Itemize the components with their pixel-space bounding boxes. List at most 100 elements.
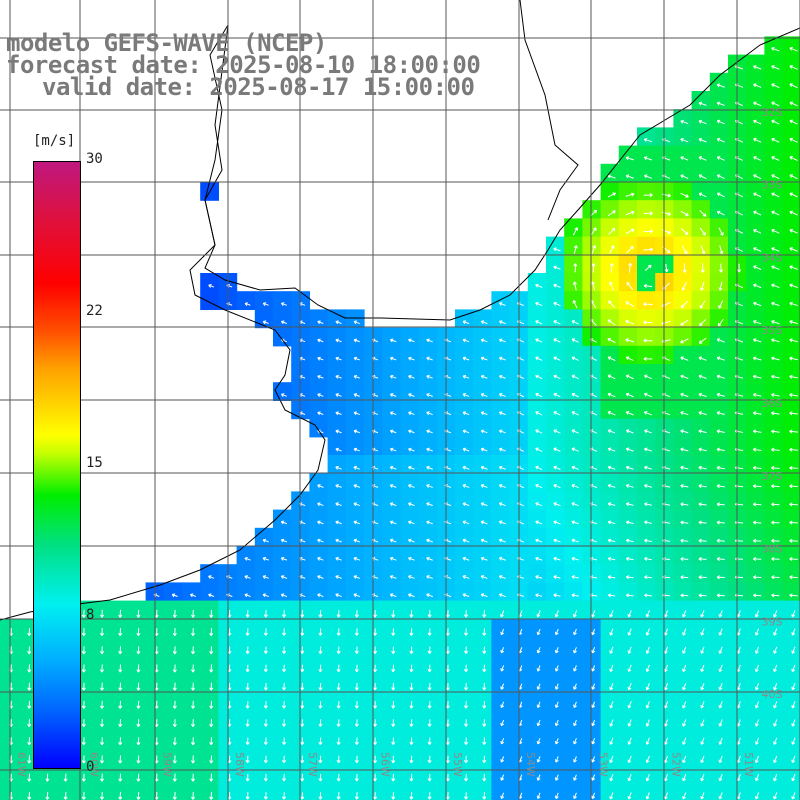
wind-arrow	[791, 628, 796, 636]
wind-speed-cell	[382, 709, 401, 729]
wind-arrow	[554, 701, 559, 708]
wind-arrow	[389, 575, 397, 579]
wind-arrow	[190, 682, 196, 691]
wind-arrow	[427, 773, 432, 782]
wind-speed-cell	[473, 400, 492, 420]
wind-speed-cell	[564, 491, 583, 511]
wind-speed-cell	[600, 546, 620, 565]
wind-arrow	[136, 664, 141, 673]
wind-speed-cell	[400, 564, 420, 583]
wind-arrow	[682, 792, 687, 800]
wind-arrow	[280, 520, 288, 525]
wind-speed-cell	[673, 364, 693, 383]
wind-speed-cell	[655, 236, 674, 256]
wind-speed-cell	[600, 364, 620, 383]
wind-speed-cell	[709, 527, 729, 547]
wind-arrow	[698, 502, 707, 507]
wind-speed-cell	[54, 764, 74, 784]
wind-speed-cell	[618, 309, 638, 329]
wind-arrow	[789, 320, 798, 325]
wind-arrow	[409, 737, 414, 745]
wind-arrow	[644, 429, 652, 434]
wind-arrow	[317, 556, 324, 561]
wind-speed-cell	[473, 527, 492, 547]
wind-arrow	[771, 338, 780, 343]
wind-speed-cell	[400, 782, 420, 800]
wind-arrow	[300, 628, 305, 636]
wind-arrow	[771, 392, 780, 397]
wind-arrow	[791, 683, 796, 691]
wind-arrow	[716, 465, 725, 470]
wind-arrow	[172, 664, 177, 673]
wind-arrow	[353, 429, 360, 434]
wind-speed-cell	[345, 618, 365, 638]
wind-arrow	[607, 410, 616, 416]
wind-speed-cell	[200, 618, 219, 638]
wind-arrow	[389, 374, 397, 379]
wind-arrow	[682, 755, 687, 764]
wind-speed-cell	[546, 400, 565, 420]
wind-speed-cell	[400, 364, 420, 383]
wind-arrow	[81, 628, 86, 636]
wind-arrow	[718, 701, 723, 709]
wind-speed-cell	[764, 54, 784, 74]
wind-speed-cell	[782, 527, 800, 547]
wind-speed-cell	[746, 418, 765, 438]
wind-speed-cell	[254, 764, 274, 784]
wind-arrow	[27, 700, 32, 709]
wind-arrow	[136, 628, 141, 636]
wind-arrow	[464, 719, 469, 727]
wind-arrow	[482, 737, 487, 745]
wind-speed-cell	[291, 709, 310, 729]
wind-speed-cell	[455, 345, 474, 365]
wind-arrow	[680, 356, 689, 361]
wind-arrow	[263, 646, 268, 654]
wind-arrow	[81, 737, 86, 746]
wind-arrow	[391, 701, 396, 709]
wind-arrow	[245, 628, 250, 636]
wind-speed-cell	[291, 309, 310, 329]
wind-speed-cell	[455, 382, 474, 401]
wind-arrow	[427, 646, 432, 654]
wind-arrow	[753, 538, 762, 543]
wind-arrow	[482, 773, 487, 782]
wind-speed-cell	[382, 527, 401, 547]
wind-speed-cell	[163, 691, 183, 711]
wind-speed-cell	[673, 764, 693, 784]
wind-arrow	[426, 575, 433, 579]
wind-arrow	[680, 228, 689, 235]
wind-arrow	[244, 593, 251, 598]
wind-speed-cell	[91, 600, 110, 620]
wind-speed-cell	[564, 764, 583, 784]
wind-speed-cell	[109, 637, 128, 656]
wind-arrow	[682, 646, 687, 654]
wind-arrow	[716, 174, 725, 180]
wind-speed-cell	[782, 582, 800, 602]
wind-speed-cell	[546, 782, 565, 800]
wind-speed-cell	[782, 91, 800, 110]
wind-speed-cell	[746, 273, 765, 292]
wind-arrow	[718, 263, 723, 273]
wind-arrow	[245, 792, 250, 800]
wind-speed-cell	[764, 564, 784, 583]
wind-arrow	[245, 646, 250, 654]
wind-arrow	[571, 320, 579, 325]
wind-arrow	[644, 538, 652, 543]
wind-speed-cell	[637, 145, 656, 165]
wind-arrow	[353, 520, 361, 525]
wind-arrow	[409, 610, 414, 618]
wind-speed-cell	[600, 673, 620, 693]
wind-speed-cell	[564, 436, 583, 456]
wind-speed-cell	[273, 327, 292, 347]
wind-arrow	[627, 755, 632, 764]
wind-arrow	[571, 338, 579, 343]
wind-speed-cell	[345, 309, 365, 329]
wind-speed-cell	[746, 473, 765, 492]
wind-arrow	[771, 593, 780, 598]
wind-speed-cell	[72, 782, 92, 800]
wind-speed-cell	[254, 673, 274, 693]
wind-speed-cell	[582, 746, 602, 765]
wind-speed-cell	[655, 600, 674, 620]
wind-arrow	[553, 301, 561, 307]
wind-speed-cell	[764, 473, 784, 492]
